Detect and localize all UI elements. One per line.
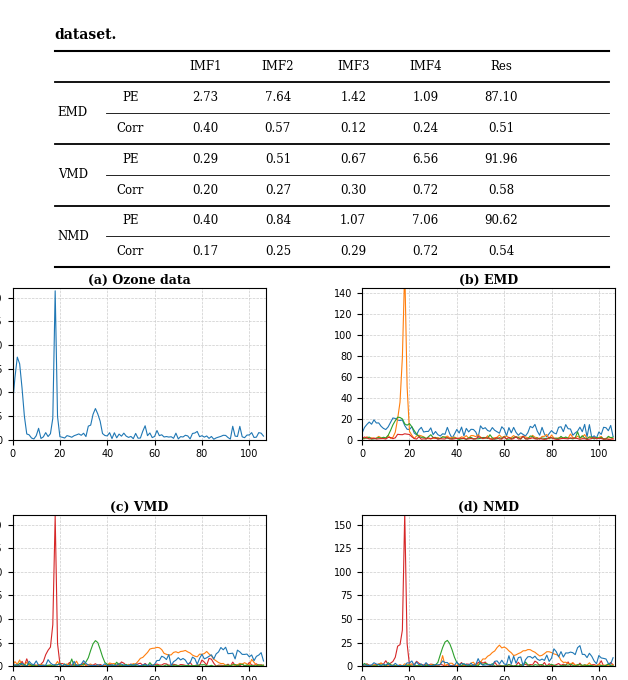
Text: dataset.: dataset. bbox=[55, 28, 117, 42]
Text: Corr: Corr bbox=[116, 184, 144, 197]
Text: 0.12: 0.12 bbox=[340, 122, 366, 135]
Text: 0.51: 0.51 bbox=[488, 122, 514, 135]
Text: IMF1: IMF1 bbox=[189, 60, 222, 73]
Text: IMF3: IMF3 bbox=[337, 60, 369, 73]
Text: IMF4: IMF4 bbox=[409, 60, 442, 73]
Text: 0.72: 0.72 bbox=[413, 245, 438, 258]
Text: PE: PE bbox=[122, 90, 138, 103]
Text: 0.20: 0.20 bbox=[192, 184, 219, 197]
Text: 0.27: 0.27 bbox=[265, 184, 291, 197]
Text: Res: Res bbox=[490, 60, 512, 73]
Text: 7.06: 7.06 bbox=[413, 214, 438, 228]
Text: 0.40: 0.40 bbox=[192, 214, 219, 228]
Text: Corr: Corr bbox=[116, 245, 144, 258]
Text: EMD: EMD bbox=[58, 106, 88, 119]
Text: Corr: Corr bbox=[116, 122, 144, 135]
Title: (c) VMD: (c) VMD bbox=[110, 501, 168, 514]
Text: 0.72: 0.72 bbox=[413, 184, 438, 197]
Text: 0.24: 0.24 bbox=[413, 122, 438, 135]
Text: PE: PE bbox=[122, 214, 138, 228]
Text: 0.17: 0.17 bbox=[192, 245, 219, 258]
Title: (b) EMD: (b) EMD bbox=[459, 274, 518, 287]
Text: 7.64: 7.64 bbox=[265, 90, 291, 103]
Text: VMD: VMD bbox=[58, 168, 88, 181]
Text: 0.58: 0.58 bbox=[488, 184, 514, 197]
Text: IMF2: IMF2 bbox=[262, 60, 294, 73]
Text: 91.96: 91.96 bbox=[484, 152, 517, 165]
Text: 0.84: 0.84 bbox=[265, 214, 291, 228]
Text: 1.42: 1.42 bbox=[340, 90, 366, 103]
Title: (d) NMD: (d) NMD bbox=[458, 501, 519, 514]
Text: 0.54: 0.54 bbox=[488, 245, 514, 258]
Text: PE: PE bbox=[122, 152, 138, 165]
Text: 0.29: 0.29 bbox=[340, 245, 366, 258]
Text: 87.10: 87.10 bbox=[484, 90, 517, 103]
Text: 0.67: 0.67 bbox=[340, 152, 366, 165]
Text: 6.56: 6.56 bbox=[413, 152, 438, 165]
Text: 0.40: 0.40 bbox=[192, 122, 219, 135]
Text: 0.57: 0.57 bbox=[265, 122, 291, 135]
Text: 1.09: 1.09 bbox=[413, 90, 438, 103]
Text: 0.25: 0.25 bbox=[265, 245, 291, 258]
Text: 1.07: 1.07 bbox=[340, 214, 366, 228]
Text: 90.62: 90.62 bbox=[484, 214, 517, 228]
Text: 0.51: 0.51 bbox=[265, 152, 291, 165]
Text: 0.29: 0.29 bbox=[192, 152, 219, 165]
Text: 2.73: 2.73 bbox=[192, 90, 219, 103]
Text: 0.30: 0.30 bbox=[340, 184, 366, 197]
Title: (a) Ozone data: (a) Ozone data bbox=[88, 274, 190, 287]
Text: NMD: NMD bbox=[57, 230, 89, 243]
